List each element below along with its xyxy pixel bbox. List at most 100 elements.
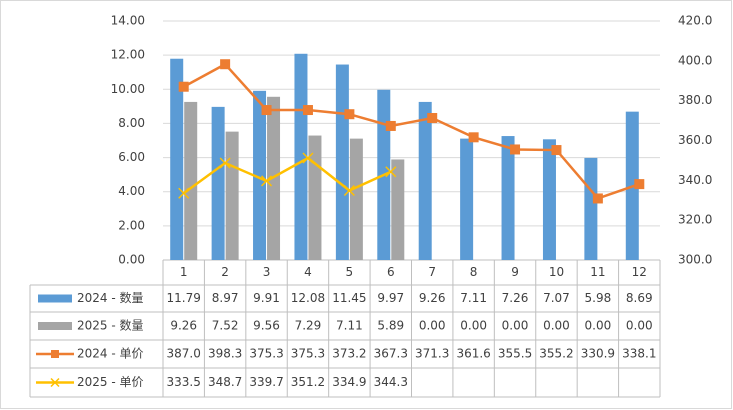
x-tick-label: 6 xyxy=(387,265,395,279)
legend-key xyxy=(38,294,72,303)
table-cell: 355.2 xyxy=(539,347,573,361)
y-tick-label: 12.00 xyxy=(111,48,145,62)
table-cell: 7.11 xyxy=(336,319,363,333)
legend-label: 2025 - 数量 xyxy=(77,318,144,333)
x-tick-label: 7 xyxy=(428,265,436,279)
table-cell: 11.45 xyxy=(332,291,366,305)
table-cell: 373.2 xyxy=(332,347,366,361)
table-cell: 9.26 xyxy=(170,319,197,333)
marker xyxy=(220,59,231,70)
table-cell: 334.9 xyxy=(332,375,366,389)
marker xyxy=(261,175,273,187)
table-cell: 0.00 xyxy=(460,319,487,333)
x-tick-label: 12 xyxy=(632,265,647,279)
table-cell: 348.7 xyxy=(208,375,242,389)
marker xyxy=(343,184,355,197)
legend-key xyxy=(38,322,72,330)
marker xyxy=(261,105,272,116)
table-cell: 361.6 xyxy=(456,347,490,361)
table-cell: 333.5 xyxy=(167,375,201,389)
table-cell: 0.00 xyxy=(543,319,570,333)
y2-tick-label: 300.0 xyxy=(678,253,712,267)
marker xyxy=(385,120,396,131)
y-tick-label: 4.00 xyxy=(118,184,145,198)
marker xyxy=(551,145,562,156)
table-cell: 5.98 xyxy=(585,291,612,305)
table-cell: 0.00 xyxy=(502,319,529,333)
table-cell: 12.08 xyxy=(291,291,325,305)
table-cell: 9.97 xyxy=(377,291,404,305)
y-tick-label: 6.00 xyxy=(118,150,145,164)
y2-tick-label: 420.0 xyxy=(678,14,712,28)
x-tick-label: 4 xyxy=(304,265,312,279)
table-cell: 8.97 xyxy=(212,291,239,305)
marker xyxy=(468,132,479,143)
marker xyxy=(427,112,438,123)
y2-tick-label: 340.0 xyxy=(678,173,712,187)
table-cell: 367.3 xyxy=(374,347,408,361)
table-cell: 7.26 xyxy=(502,291,529,305)
bar xyxy=(294,53,308,260)
table-cell: 371.3 xyxy=(415,347,449,361)
marker xyxy=(178,81,189,92)
table-cell: 330.9 xyxy=(581,347,615,361)
bar xyxy=(170,58,184,260)
bar xyxy=(211,106,225,260)
table-cell: 398.3 xyxy=(208,347,242,361)
table-cell: 11.79 xyxy=(167,291,201,305)
bar xyxy=(391,159,405,260)
table-cell: 7.11 xyxy=(460,291,487,305)
x-tick-label: 1 xyxy=(180,265,188,279)
table-cell: 355.5 xyxy=(498,347,532,361)
table-cell: 0.00 xyxy=(585,319,612,333)
table-cell: 375.3 xyxy=(249,347,283,361)
x-tick-label: 10 xyxy=(549,265,564,279)
table-cell: 339.7 xyxy=(249,375,283,389)
x-tick-label: 3 xyxy=(263,265,271,279)
table-cell: 9.91 xyxy=(253,291,280,305)
legend-key xyxy=(50,377,60,388)
y-tick-label: 14.00 xyxy=(111,14,145,28)
table-cell: 5.89 xyxy=(377,319,404,333)
y2-tick-label: 400.0 xyxy=(678,53,712,67)
marker xyxy=(178,187,190,199)
marker xyxy=(634,179,645,190)
marker xyxy=(302,105,313,116)
table-cell: 375.3 xyxy=(291,347,325,361)
legend-label: 2024 - 单价 xyxy=(77,347,144,361)
bar xyxy=(584,157,598,260)
x-tick-label: 11 xyxy=(590,265,605,279)
table-cell: 9.56 xyxy=(253,319,280,333)
y2-tick-label: 320.0 xyxy=(678,213,712,227)
bar xyxy=(349,138,363,260)
table-cell: 0.00 xyxy=(626,319,653,333)
bar xyxy=(184,101,198,260)
table-cell: 9.26 xyxy=(419,291,446,305)
table-cell: 7.29 xyxy=(295,319,322,333)
marker xyxy=(344,109,355,120)
table-cell: 7.07 xyxy=(543,291,570,305)
bar xyxy=(460,138,474,260)
table-cell: 344.3 xyxy=(374,375,408,389)
legend-label: 2025 - 单价 xyxy=(77,375,144,389)
table-cell: 8.69 xyxy=(626,291,653,305)
bar xyxy=(501,136,515,260)
table-cell: 387.0 xyxy=(167,347,201,361)
x-tick-label: 9 xyxy=(511,265,519,279)
table-cell: 351.2 xyxy=(291,375,325,389)
marker xyxy=(302,152,314,164)
legend-label: 2024 - 数量 xyxy=(77,290,144,305)
x-tick-label: 2 xyxy=(221,265,229,279)
y-tick-label: 8.00 xyxy=(118,116,145,130)
bar xyxy=(308,135,322,260)
y2-tick-label: 360.0 xyxy=(678,133,712,147)
bar xyxy=(253,90,267,260)
bar xyxy=(335,64,349,261)
table-cell: 7.52 xyxy=(212,319,239,333)
bar xyxy=(542,139,556,260)
marker xyxy=(592,193,603,204)
x-tick-label: 8 xyxy=(470,265,478,279)
x-tick-label: 5 xyxy=(346,265,354,279)
y2-tick-label: 380.0 xyxy=(678,93,712,107)
